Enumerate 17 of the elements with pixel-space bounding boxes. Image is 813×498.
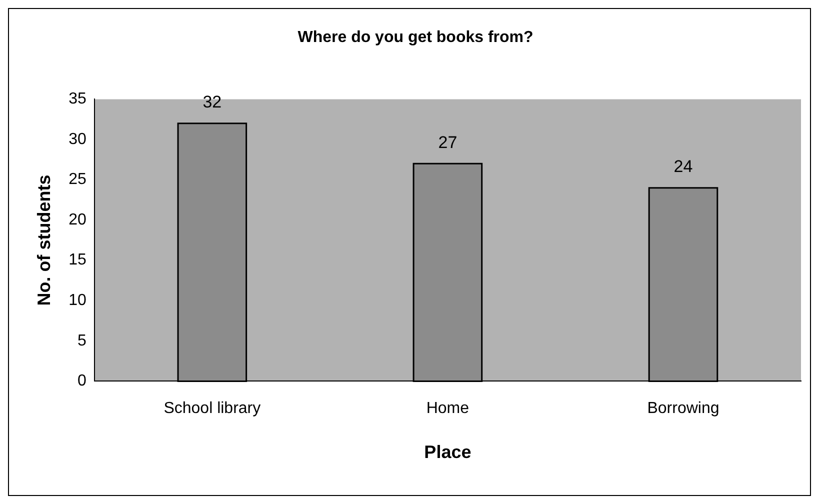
chart-title: Where do you get books from?	[298, 29, 534, 46]
y-tick-label: 0	[77, 372, 86, 390]
x-tick-label: Home	[426, 400, 470, 418]
data-label: 32	[202, 92, 222, 112]
x-axis-title: Place	[424, 442, 472, 462]
y-tick-label: 25	[68, 171, 86, 188]
y-tick-label: 20	[68, 211, 86, 228]
data-label: 27	[438, 132, 458, 152]
y-tick-label: 35	[68, 90, 86, 108]
x-tick-label: Borrowing	[647, 400, 720, 418]
y-tick-label: 10	[68, 292, 86, 310]
y-tick-label: 15	[68, 252, 86, 269]
y-axis-title: No. of students	[34, 174, 54, 306]
y-tick-label: 5	[77, 332, 86, 350]
y-tick-label: 30	[68, 130, 86, 148]
data-label: 24	[674, 157, 693, 176]
x-tick-label: School library	[164, 400, 261, 418]
